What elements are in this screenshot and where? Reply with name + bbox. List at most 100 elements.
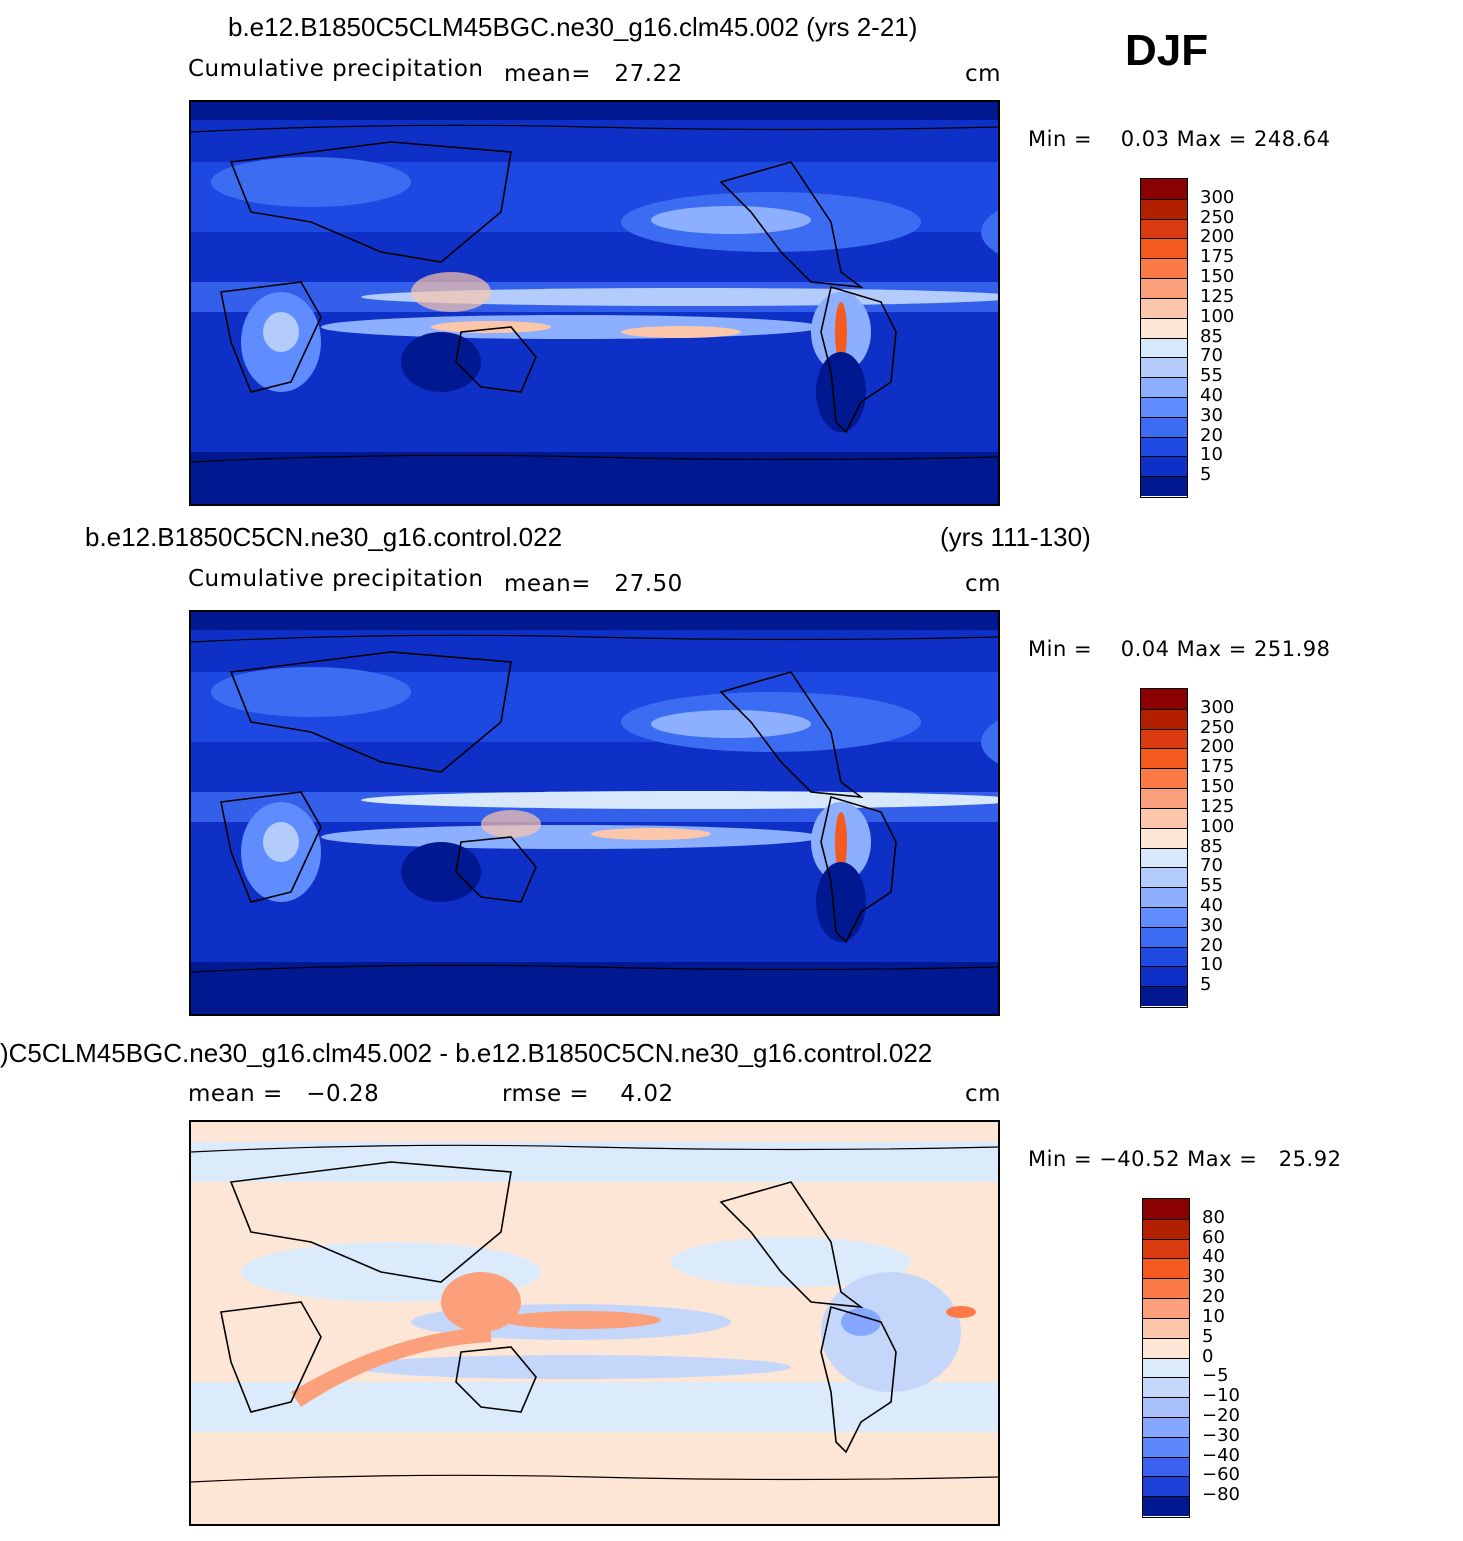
- colorbar-swatch: [1141, 337, 1187, 358]
- precip-map: [191, 102, 998, 504]
- colorbar-tick-label: 125: [1200, 795, 1235, 817]
- panel-title: b.e12.B1850C5CLM45BGC.ne30_g16.clm45.002…: [228, 12, 918, 42]
- map-panel: [189, 1120, 1000, 1526]
- colorbar-swatch: [1141, 179, 1187, 199]
- colorbar-tick-label: 5: [1200, 464, 1212, 486]
- colorbar-tick-label: 70: [1200, 855, 1223, 877]
- colorbar-labels: 300 250 200 175 150 125 100 85 70 55 40 30 20 10 5: [1200, 178, 1260, 498]
- minmax-label: Min = −40.52 Max = 25.92: [1028, 1147, 1342, 1171]
- variable-label: Cumulative precipitation: [188, 566, 484, 592]
- colorbar-swatch: [1143, 1456, 1189, 1477]
- colorbar-swatch: [1141, 708, 1187, 729]
- colorbar-tick-label: 40: [1200, 894, 1223, 916]
- units-label: cm: [965, 571, 1002, 597]
- colorbar-swatch: [1143, 1258, 1189, 1279]
- colorbar-tick-label: 300: [1200, 186, 1235, 208]
- colorbar-swatch: [1143, 1416, 1189, 1437]
- colorbar-tick-label: 150: [1200, 266, 1235, 288]
- colorbar-tick-label: 20: [1202, 1286, 1225, 1308]
- colorbar-tick-label: 10: [1200, 954, 1223, 976]
- colorbar-swatch: [1141, 946, 1187, 967]
- colorbar-swatch: [1141, 867, 1187, 888]
- colorbar-swatch: [1143, 1436, 1189, 1457]
- colorbar-tick-label: 10: [1200, 444, 1223, 466]
- colorbar-tick-label: 125: [1200, 285, 1235, 307]
- colorbar-tick-label: 175: [1200, 756, 1235, 778]
- colorbar-swatch: [1141, 218, 1187, 239]
- colorbar-tick-label: −20: [1202, 1404, 1240, 1426]
- colorbar-labels: 80 60 40 30 20 10 5 0 −5 −10 −20 −30 −40 −60 −80: [1202, 1198, 1262, 1518]
- colorbar-tick-label: 200: [1200, 736, 1235, 758]
- precip-map: [191, 612, 998, 1014]
- difference-map: [191, 1122, 998, 1524]
- colorbar-tick-label: −40: [1202, 1444, 1240, 1466]
- colorbar-tick-label: 10: [1202, 1305, 1225, 1327]
- colorbar-tick-label: 0: [1202, 1345, 1214, 1367]
- map-panel: [189, 610, 1000, 1016]
- colorbar-swatch: [1141, 768, 1187, 789]
- colorbar-swatch: [1143, 1337, 1189, 1358]
- colorbar-tick-label: 85: [1200, 325, 1223, 347]
- colorbar-tick-label: 55: [1200, 365, 1223, 387]
- colorbar-tick-label: 175: [1200, 246, 1235, 268]
- colorbar-tick-label: 300: [1200, 696, 1235, 718]
- colorbar-swatch: [1143, 1317, 1189, 1338]
- colorbar-swatch: [1141, 416, 1187, 437]
- mean-label: mean= 27.22: [504, 61, 683, 87]
- colorbar-tick-label: 250: [1200, 206, 1235, 228]
- colorbar-swatch: [1143, 1238, 1189, 1259]
- colorbar-swatch: [1141, 887, 1187, 907]
- colorbar-tick-label: 5: [1202, 1325, 1214, 1347]
- mean-label: mean = −0.28: [188, 1081, 380, 1107]
- colorbar-swatch: [1141, 377, 1187, 397]
- colorbar-swatch: [1141, 966, 1187, 987]
- colorbar-tick-label: 70: [1200, 345, 1223, 367]
- colorbar-swatch: [1143, 1496, 1189, 1516]
- colorbar-swatch: [1143, 1278, 1189, 1299]
- colorbar-tick-label: 20: [1200, 934, 1223, 956]
- colorbar-swatch: [1141, 748, 1187, 769]
- colorbar-swatch: [1141, 436, 1187, 457]
- colorbar-swatch: [1143, 1218, 1189, 1239]
- units-label: cm: [965, 61, 1002, 87]
- panel-title: b.e12.B1850C5CN.ne30_g16.control.022: [85, 522, 563, 552]
- mean-label: mean= 27.50: [504, 571, 683, 597]
- colorbar-tick-label: 60: [1202, 1226, 1225, 1248]
- colorbar-swatch: [1141, 906, 1187, 927]
- colorbar-swatch: [1141, 396, 1187, 417]
- units-label: cm: [965, 1081, 1002, 1107]
- colorbar-swatch: [1141, 728, 1187, 749]
- colorbar: [1140, 688, 1188, 1008]
- colorbar-swatch: [1141, 986, 1187, 1006]
- colorbar-swatch: [1141, 847, 1187, 868]
- colorbar-swatch: [1141, 238, 1187, 259]
- colorbar-swatch: [1143, 1397, 1189, 1417]
- minmax-label: Min = 0.04 Max = 251.98: [1028, 637, 1331, 661]
- colorbar-swatch: [1141, 807, 1187, 828]
- colorbar-labels: 300 250 200 175 150 125 100 85 70 55 40 30 20 10 5: [1200, 688, 1260, 1008]
- colorbar-swatch: [1141, 198, 1187, 219]
- colorbar-tick-label: 30: [1200, 404, 1223, 426]
- colorbar-tick-label: 20: [1200, 424, 1223, 446]
- colorbar-tick-label: 100: [1200, 305, 1235, 327]
- season-label: DJF: [1125, 26, 1209, 75]
- colorbar-tick-label: −30: [1202, 1424, 1240, 1446]
- colorbar-swatch: [1141, 476, 1187, 496]
- colorbar-swatch: [1143, 1377, 1189, 1398]
- colorbar-swatch: [1141, 317, 1187, 338]
- colorbar-tick-label: 30: [1202, 1266, 1225, 1288]
- colorbar-swatch: [1143, 1298, 1189, 1318]
- colorbar-swatch: [1141, 788, 1187, 808]
- variable-label: Cumulative precipitation: [188, 56, 484, 82]
- colorbar-swatch: [1141, 456, 1187, 477]
- colorbar-tick-label: 250: [1200, 716, 1235, 738]
- colorbar-swatch: [1141, 297, 1187, 318]
- colorbar-tick-label: 80: [1202, 1206, 1225, 1228]
- colorbar-swatch: [1141, 926, 1187, 947]
- panel-title: )C5CLM45BGC.ne30_g16.clm45.002 - b.e12.B…: [0, 1038, 933, 1068]
- colorbar: [1142, 1198, 1190, 1518]
- colorbar-tick-label: 150: [1200, 776, 1235, 798]
- colorbar-tick-label: 85: [1200, 835, 1223, 857]
- colorbar-swatch: [1141, 278, 1187, 298]
- colorbar-tick-label: 200: [1200, 226, 1235, 248]
